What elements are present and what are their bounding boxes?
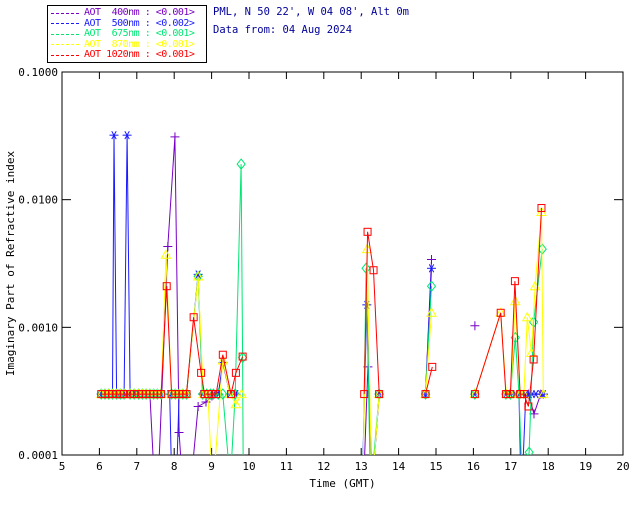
x-tick-label: 16: [467, 460, 480, 473]
series-line: [101, 135, 544, 455]
triangle-markers: [95, 206, 549, 409]
data-date-text: Data from: 04 Aug 2024: [213, 24, 353, 36]
x-axis-label: Time (GMT): [309, 477, 375, 490]
legend-row-aot-500nm: AOT 500nm : <0.002>: [51, 17, 203, 29]
series-aot-870nm: [95, 206, 549, 455]
legend-label: AOT 500nm : <0.002>: [84, 17, 195, 29]
plot-data-area: [95, 131, 549, 455]
x-tick-label: 10: [242, 460, 255, 473]
dashed-line-swatch: [51, 33, 79, 35]
x-tick-label: 17: [504, 460, 517, 473]
x-tick-label: 14: [392, 460, 406, 473]
x-tick-label: 9: [208, 460, 215, 473]
x-tick-label: 15: [429, 460, 442, 473]
y-tick-label: 0.0010: [18, 321, 58, 334]
x-tick-label: 5: [59, 460, 66, 473]
y-tick-label: 0.0100: [18, 194, 58, 207]
x-tick-label: 11: [280, 460, 293, 473]
y-axis-label: Imaginary Part of Refractive index: [4, 151, 17, 377]
y-axis-ticks: 0.1000 0.0100 0.0010 0.0001: [18, 66, 623, 462]
station-info-text: PML, N 50 22', W 04 08', Alt 0m: [213, 6, 409, 18]
x-tick-label: 18: [542, 460, 555, 473]
dashed-line-swatch: [51, 12, 79, 14]
y-tick-label: 0.0001: [18, 449, 58, 462]
legend-box: AOT 400nm : <0.001> AOT 500nm : <0.002> …: [47, 5, 207, 63]
legend-row-aot-1020nm: AOT 1020nm : <0.001>: [51, 50, 203, 60]
legend-row-aot-675nm: AOT 675nm : <0.001>: [51, 29, 203, 39]
x-tick-label: 8: [171, 460, 178, 473]
legend-label: AOT 675nm : <0.001>: [84, 28, 195, 39]
x-tick-label: 19: [579, 460, 592, 473]
square-markers: [97, 204, 546, 411]
legend-label: AOT 400nm : <0.001>: [84, 7, 195, 18]
x-tick-label: 6: [96, 460, 103, 473]
y-tick-label: 0.1000: [18, 66, 58, 79]
legend-label: AOT 1020nm : <0.001>: [84, 49, 195, 60]
x-axis-ticks: 5 6 7 8 9 10 11 12 13 14 15 16 17 18 19 20: [59, 72, 630, 473]
x-tick-label: 20: [616, 460, 629, 473]
x-tick-label: 7: [133, 460, 140, 473]
dashed-line-swatch: [51, 44, 79, 45]
x-tick-label: 13: [355, 460, 368, 473]
legend-row-aot-400nm: AOT 400nm : <0.001>: [51, 8, 203, 18]
axes: [61, 71, 624, 456]
legend-label: AOT 870nm : <0.001>: [84, 38, 195, 50]
legend-row-aot-870nm: AOT 870nm : <0.001>: [51, 38, 203, 50]
dashed-line-swatch: [51, 54, 79, 56]
x-tick-label: 12: [317, 460, 330, 473]
dashed-line-swatch: [51, 23, 79, 24]
series-aot-1020nm: [97, 204, 546, 411]
series-line: [101, 207, 542, 407]
